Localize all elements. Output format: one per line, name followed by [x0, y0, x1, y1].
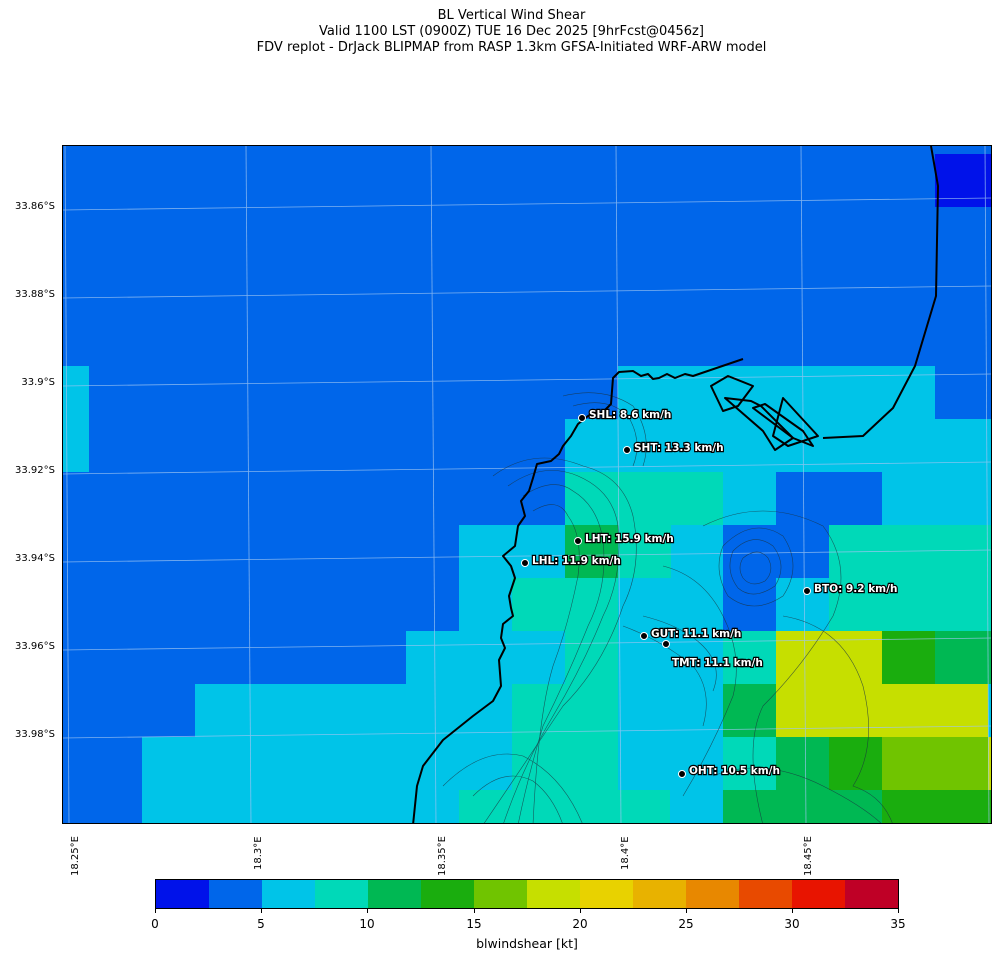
map-plot-area[interactable]: SHL: 8.6 km/h SHT: 13.3 km/h LHT: 15.9 k… — [62, 145, 992, 824]
station-GUT[interactable]: GUT: 11.1 km/h — [640, 627, 743, 641]
lon-label-18-25: 18.25°E — [70, 836, 81, 876]
colorbar-tick — [367, 909, 368, 913]
colorbar-tick — [792, 909, 793, 913]
colorbar-tick — [898, 909, 899, 913]
station-OHT[interactable]: OHT: 10.5 km/h — [678, 764, 781, 778]
station-TMT[interactable]: TMT: 11.1 km/h — [662, 640, 764, 670]
lon-label-18-40: 18.4°E — [620, 836, 631, 870]
colorbar-title: blwindshear [kt] — [476, 936, 578, 951]
colorbar-label-25: 25 — [678, 917, 694, 931]
colorbar-bin-13 — [845, 880, 898, 908]
station-SHL[interactable]: SHL: 8.6 km/h — [578, 408, 673, 422]
lat-label-33-94: 33.94°S — [15, 553, 55, 564]
station-markers: SHL: 8.6 km/h SHT: 13.3 km/h LHT: 15.9 k… — [521, 408, 899, 778]
lat-label-33-92: 33.92°S — [15, 465, 55, 476]
colorbar-label-15: 15 — [466, 917, 482, 931]
lat-label-33-98: 33.98°S — [15, 729, 55, 740]
colorbar-bin-2 — [262, 880, 315, 908]
colorbar-label-35: 35 — [890, 917, 906, 931]
station-SHT[interactable]: SHT: 13.3 km/h — [623, 441, 725, 455]
colorbar-bin-8 — [580, 880, 633, 908]
lat-label-33-86: 33.86°S — [15, 201, 55, 212]
colorbar-label-30: 30 — [784, 917, 800, 931]
svg-text:TMT: 11.1 km/h: TMT: 11.1 km/h — [672, 657, 763, 669]
lon-label-18-45: 18.45°E — [803, 836, 814, 876]
colorbar-bin-9 — [633, 880, 686, 908]
colorbar-tick — [261, 909, 262, 913]
colorbar-label-10: 10 — [359, 917, 375, 931]
colorbar-tick — [580, 909, 581, 913]
svg-text:BTO: 9.2 km/h: BTO: 9.2 km/h — [814, 583, 897, 595]
title-line-2: Valid 1100 LST (0900Z) TUE 16 Dec 2025 [… — [319, 24, 704, 39]
colorbar-bin-1 — [209, 880, 262, 908]
colorbar-bin-10 — [686, 880, 739, 908]
lat-label-33-96: 33.96°S — [15, 641, 55, 652]
lat-label-33-88: 33.88°S — [15, 289, 55, 300]
title-line-1: BL Vertical Wind Shear — [437, 8, 586, 23]
colorbar-tick — [686, 909, 687, 913]
colorbar-label-5: 5 — [257, 917, 265, 931]
colorbar-bin-4 — [368, 880, 421, 908]
wind-shear-map: SHL: 8.6 km/h SHT: 13.3 km/h LHT: 15.9 k… — [63, 146, 991, 823]
station-LHT[interactable]: LHT: 15.9 km/h — [574, 532, 675, 546]
svg-text:OHT: 10.5 km/h: OHT: 10.5 km/h — [689, 765, 780, 777]
colorbar — [155, 879, 899, 909]
colorbar-tick — [155, 909, 156, 913]
colorbar-tick — [474, 909, 475, 913]
svg-text:SHT: 13.3 km/h: SHT: 13.3 km/h — [634, 442, 724, 454]
svg-text:LHL: 11.9 km/h: LHL: 11.9 km/h — [532, 555, 621, 567]
svg-text:SHL: 8.6 km/h: SHL: 8.6 km/h — [589, 409, 671, 421]
colorbar-bin-3 — [315, 880, 368, 908]
title-line-3: FDV replot - DrJack BLIPMAP from RASP 1.… — [256, 40, 767, 55]
lon-label-18-30: 18.3°E — [253, 836, 264, 870]
svg-text:GUT: 11.1 km/h: GUT: 11.1 km/h — [651, 628, 741, 640]
colorbar-bin-11 — [739, 880, 792, 908]
colorbar-bin-6 — [474, 880, 527, 908]
station-LHL[interactable]: LHL: 11.9 km/h — [521, 554, 622, 568]
lon-label-18-35: 18.35°E — [437, 836, 448, 876]
svg-text:LHT: 15.9 km/h: LHT: 15.9 km/h — [585, 533, 674, 545]
colorbar-label-20: 20 — [572, 917, 588, 931]
lat-label-33-90: 33.9°S — [21, 377, 55, 388]
station-BTO[interactable]: BTO: 9.2 km/h — [803, 582, 899, 596]
colorbar-label-0: 0 — [151, 917, 159, 931]
colorbar-bin-5 — [421, 880, 474, 908]
colorbar-bin-7 — [527, 880, 580, 908]
colorbar-bin-0 — [156, 880, 209, 908]
colorbar-bin-12 — [792, 880, 845, 908]
